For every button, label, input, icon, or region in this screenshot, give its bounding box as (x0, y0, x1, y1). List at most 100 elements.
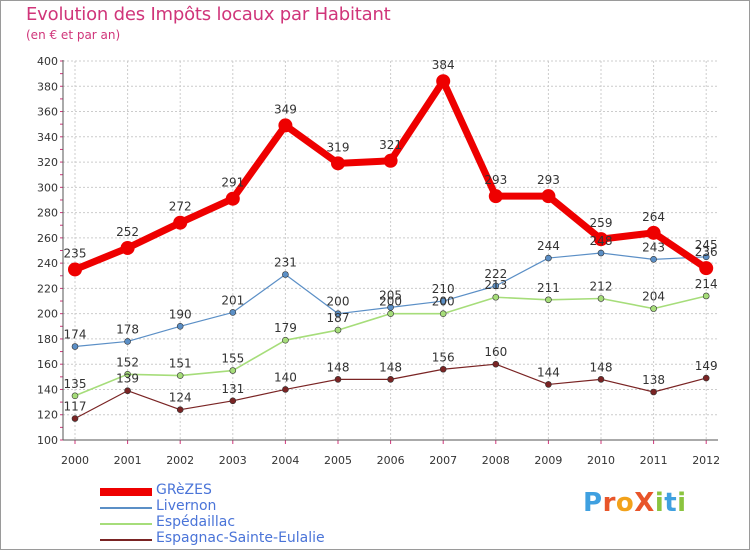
x-tick-label: 2000 (61, 454, 89, 467)
chart-subtitle: (en € et par an) (26, 28, 121, 42)
data-label-3: 117 (64, 400, 87, 414)
y-tick-label: 300 (37, 181, 58, 194)
data-label-1: 248 (590, 234, 613, 248)
data-point-3 (702, 374, 710, 382)
y-tick-label: 180 (37, 333, 58, 346)
data-label-1: 174 (64, 328, 87, 342)
y-tick-label: 200 (37, 308, 58, 321)
data-label-2: 179 (274, 321, 297, 335)
data-point-0 (278, 118, 293, 133)
data-label-1: 205 (379, 288, 402, 302)
data-label-3: 156 (432, 350, 455, 364)
data-label-1: 244 (537, 239, 560, 253)
data-point-0 (594, 232, 608, 247)
x-tick-label: 2007 (429, 454, 457, 467)
data-label-0: 264 (642, 210, 665, 224)
x-tick-label: 2011 (640, 454, 668, 467)
data-point-2 (71, 392, 79, 400)
data-label-0: 236 (695, 245, 718, 259)
y-tick-label: 100 (37, 434, 58, 447)
data-point-3 (176, 406, 184, 413)
legend-swatch-espedaillac (100, 523, 152, 525)
legend-label-espagnac: Espagnac-Sainte-Eulalie (156, 530, 325, 546)
data-label-1: 190 (169, 307, 192, 321)
data-label-3: 138 (642, 373, 665, 387)
data-label-1: 231 (274, 256, 297, 270)
logo-letter: P (583, 488, 603, 518)
legend-label-grezes: GRèZES (156, 482, 212, 498)
data-point-1 (334, 310, 342, 317)
data-label-2: 155 (221, 352, 244, 366)
data-label-2: 151 (169, 357, 192, 371)
x-tick-label: 2010 (587, 454, 615, 467)
x-tick-label: 2005 (324, 454, 352, 467)
data-label-0: 321 (379, 138, 402, 152)
y-tick-label: 280 (37, 207, 58, 220)
data-point-1 (282, 271, 289, 278)
data-label-3: 149 (695, 359, 718, 373)
data-label-0: 293 (484, 173, 507, 187)
data-label-2: 187 (327, 311, 350, 325)
chart-title: Evolution des Impôts locaux par Habitant (26, 4, 391, 25)
data-point-0 (646, 225, 661, 240)
data-label-3: 139 (116, 372, 139, 386)
logo-letter: t (664, 488, 678, 518)
y-tick-label: 260 (37, 232, 58, 245)
data-point-3 (545, 381, 552, 388)
data-point-0 (120, 240, 135, 255)
data-point-2 (334, 326, 342, 334)
data-point-2 (229, 367, 237, 374)
data-point-1 (176, 322, 184, 330)
data-label-3: 148 (590, 360, 613, 374)
data-label-0: 293 (537, 173, 560, 187)
data-point-0 (699, 261, 714, 276)
data-point-2 (387, 310, 394, 317)
proxiti-logo: ProXiti (583, 488, 687, 518)
data-label-1: 210 (432, 282, 455, 296)
data-point-2 (702, 292, 710, 300)
data-label-0: 384 (432, 58, 455, 72)
data-label-3: 124 (169, 391, 192, 405)
data-label-3: 140 (274, 370, 297, 384)
data-point-0 (225, 191, 240, 206)
y-tick-label: 400 (37, 55, 58, 68)
data-point-0 (68, 262, 82, 277)
data-point-3 (597, 376, 605, 383)
legend-item-grezes: GRèZES (100, 482, 360, 500)
data-point-0 (436, 74, 451, 89)
data-point-1 (492, 282, 500, 290)
data-point-1 (702, 253, 710, 261)
legend-item-espedaillac: Espédaillac (100, 514, 360, 532)
data-point-3 (492, 360, 500, 368)
data-label-2: 135 (64, 377, 87, 391)
legend-label-livernon: Livernon (156, 498, 217, 514)
data-label-3: 160 (484, 345, 507, 359)
data-label-3: 148 (327, 360, 350, 374)
data-point-3 (282, 386, 289, 393)
x-tick-label: 2009 (534, 454, 562, 467)
logo-letter: o (615, 488, 635, 518)
data-label-3: 144 (537, 365, 560, 379)
data-point-0 (331, 156, 345, 171)
data-point-1 (387, 304, 394, 311)
x-tick-label: 2004 (271, 454, 299, 467)
data-label-0: 349 (274, 102, 297, 116)
data-point-3 (334, 376, 342, 383)
data-label-0: 235 (64, 246, 87, 260)
data-label-0: 272 (169, 200, 192, 214)
data-label-2: 200 (432, 295, 455, 309)
data-point-3 (650, 388, 657, 396)
data-point-0 (173, 215, 188, 230)
data-label-2: 212 (590, 280, 613, 294)
y-tick-label: 120 (37, 409, 58, 422)
data-point-2 (650, 305, 657, 312)
y-tick-label: 240 (37, 257, 58, 270)
y-tick-label: 320 (37, 156, 58, 169)
logo-letter: X (634, 488, 655, 518)
data-point-3 (124, 387, 131, 395)
data-point-3 (439, 365, 447, 373)
data-label-1: 222 (484, 267, 507, 281)
data-point-3 (387, 376, 394, 383)
data-point-1 (71, 343, 79, 350)
x-tick-label: 2003 (219, 454, 247, 467)
